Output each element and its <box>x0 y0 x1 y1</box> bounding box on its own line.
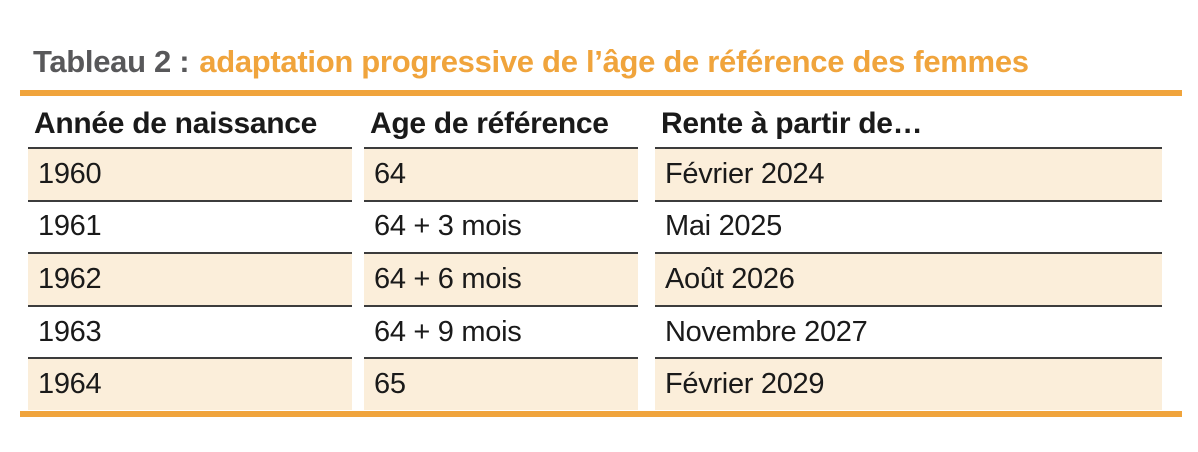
column-gutter <box>638 357 655 410</box>
table-cell-reference-age: 65 <box>364 357 638 410</box>
table-cell-birth-year: 1961 <box>28 199 352 253</box>
table-cell-pension-start: Août 2026 <box>655 252 1162 305</box>
table-title: Tableau 2 : adaptation progressive de l’â… <box>33 44 1029 80</box>
table-cell-birth-year: 1964 <box>28 357 352 410</box>
table-cell-reference-age: 64 <box>364 147 638 200</box>
table-cell-birth-year: 1963 <box>28 304 352 358</box>
table-cell-pension-start: Février 2029 <box>655 357 1162 410</box>
reference-age-table: Année de naissance Age de référence Rent… <box>28 100 1162 410</box>
table-cell-pension-start: Novembre 2027 <box>655 304 1162 358</box>
column-gutter <box>352 305 364 358</box>
table-cell-reference-age: 64 + 6 mois <box>364 252 638 305</box>
column-gutter <box>638 252 655 305</box>
table-title-label: Tableau 2 : <box>33 44 190 79</box>
table-cell-birth-year: 1960 <box>28 147 352 200</box>
table-title-text: adaptation progressive de l’âge de référ… <box>199 44 1029 79</box>
table-cell-reference-age: 64 + 3 mois <box>364 199 638 253</box>
column-gutter <box>352 100 364 147</box>
table-bottom-rule <box>20 411 1182 417</box>
title-underline-rule <box>20 90 1182 96</box>
table-cell-birth-year: 1962 <box>28 252 352 305</box>
column-gutter <box>352 200 364 253</box>
column-gutter <box>638 305 655 358</box>
column-gutter <box>352 357 364 410</box>
table-cell-pension-start: Mai 2025 <box>655 199 1162 253</box>
column-gutter <box>352 252 364 305</box>
column-header-birth-year: Année de naissance <box>34 106 318 140</box>
column-gutter <box>352 147 364 200</box>
table-cell-reference-age: 64 + 9 mois <box>364 304 638 358</box>
column-header-reference-age: Age de référence <box>370 106 609 140</box>
column-header-pension-start: Rente à partir de… <box>661 106 923 140</box>
table-cell-pension-start: Février 2024 <box>655 147 1162 200</box>
column-gutter <box>638 100 655 147</box>
column-gutter <box>638 147 655 200</box>
column-gutter <box>638 200 655 253</box>
